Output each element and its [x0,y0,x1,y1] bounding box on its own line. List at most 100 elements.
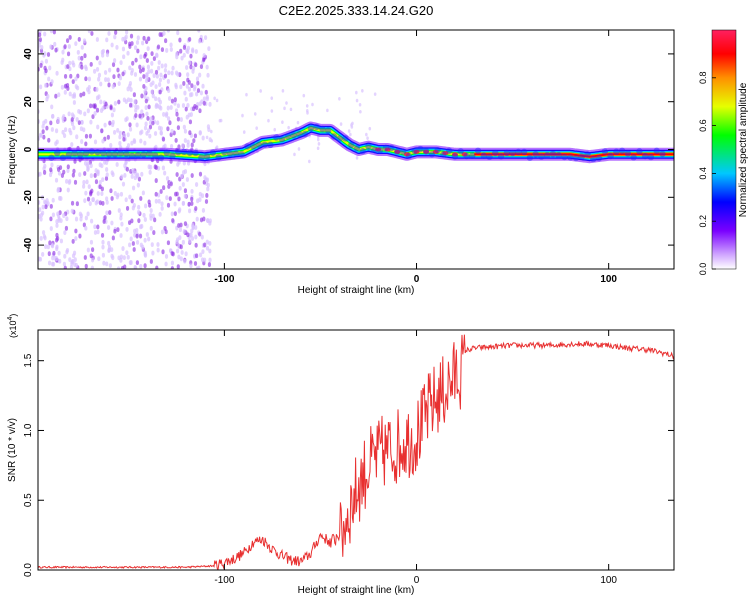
spectrogram-noise-dot [126,50,130,56]
spectrogram-noise-dot [64,225,69,231]
spectrogram-noise-dot [187,80,191,85]
spectrogram-ridge-blob [215,154,222,161]
spectrogram-noise-dot [74,216,79,222]
spectrogram-noise-dot [71,172,75,178]
spectrogram-noise-dot [83,160,88,166]
spectrogram-noise-dot [159,130,163,136]
spectrogram-noise-dot [113,58,117,63]
spectrogram-noise-dot [308,159,311,164]
spectrogram-noise-dot [201,135,205,141]
spectrogram-noise-dot [190,201,194,206]
spectrogram-noise-dot [50,127,54,132]
spectrogram-noise-dot [65,83,70,88]
spectrogram-noise-dot [186,143,190,148]
spectrogram-noise-dot [122,132,126,138]
spectrogram-noise-dot [105,52,110,58]
spectrogram-noise-dot [126,143,131,148]
spectrogram-noise-dot [215,98,219,103]
spectrogram-noise-dot [179,48,183,54]
spectrogram-noise-dot [179,256,183,262]
spectrogram-noise-dot [145,232,149,237]
spectrogram-noise-dot [65,38,70,44]
spectrogram-noise-dot [45,96,49,102]
spectrogram-ridge-blob [538,153,545,160]
spectrogram-noise-dot [110,42,114,48]
spectrogram-noise-dot [189,53,193,59]
spectrogram-noise-dot [47,76,51,82]
spectrogram-noise-dot [95,37,99,42]
spectrogram-noise-dot [39,63,43,68]
spectrogram-noise-dot [205,193,209,198]
spectrogram-noise-dot [168,120,172,126]
spectrogram-noise-dot [207,262,212,267]
spectrogram-ridge-blob [123,150,130,158]
spectrogram-noise-dot [150,61,154,66]
spectrogram-noise-dot [253,112,257,116]
spectrogram-noise-dot [152,56,156,62]
spectrogram-noise-dot [183,138,187,143]
spectrogram-noise-dot [185,177,190,182]
spectrogram-noise-dot [112,129,117,135]
spectrogram-noise-dot [89,253,93,259]
spectrogram-noise-dot [38,200,41,205]
spectrogram-ridge-blob [411,147,418,155]
spectrogram-noise-dot [207,46,211,51]
spectrogram-noise-dot [142,84,146,89]
spectrogram-noise-dot [86,196,91,202]
spectrogram-noise-dot [355,98,359,103]
spectrogram-ridge-blob [105,150,113,158]
spectrogram-noise-dot [134,113,138,118]
spectrogram-noise-dot [194,182,199,187]
snr-multiplier-close: ) [8,314,18,317]
spectrogram-noise-dot [135,122,139,128]
spectrogram-noise-dot [47,251,51,257]
spectrogram-noise-dot [285,101,288,105]
spectrogram-noise-dot [158,89,162,95]
spectrogram-noise-dot [58,258,62,264]
spectrogram-ridge-blob [440,151,447,158]
spectrogram-noise-dot [129,33,134,39]
spectrogram-noise-dot [118,141,122,146]
spectrogram-noise-dot [178,235,182,241]
spectrogram-noise-dot [52,30,56,35]
spectrogram-noise-dot [242,130,246,134]
spectrogram-noise-dot [125,250,129,256]
spectrogram-noise-dot [77,55,81,61]
spectrogram-noise-dot [84,141,88,147]
spectrogram-xtick-label: 0 [414,274,420,285]
spectrogram-noise-dot [46,52,51,57]
spectrogram-noise-dot [99,81,103,87]
spectrogram-noise-dot [93,104,97,110]
spectrogram-noise-dot [79,216,83,222]
spectrogram-noise-dot [156,44,161,50]
spectrogram-noise-dot [94,200,98,206]
spectrogram-noise-dot [49,44,53,50]
spectrogram-noise-dot [201,83,205,89]
spectrogram-noise-dot [77,36,81,42]
spectrogram-noise-dot [365,132,368,137]
colorbar-tick-label: 0.6 [698,119,708,132]
spectrogram-noise-dot [43,163,47,169]
spectrogram-noise-dot [123,264,127,269]
spectrogram-noise-dot [187,86,192,92]
spectrogram-noise-dot [181,170,186,175]
spectrogram-noise-dot [85,179,89,185]
spectrogram-noise-dot [86,167,90,172]
spectrogram-plot-area [38,30,674,269]
spectrogram-noise-dot [90,188,94,194]
spectrogram-noise-dot [98,162,102,168]
spectrogram-noise-dot [317,142,321,146]
spectrogram-noise-dot [84,225,88,231]
spectrogram-noise-dot [93,111,97,116]
spectrogram-noise-dot [38,32,42,38]
spectrogram-noise-dot [167,96,172,101]
spectrogram-noise-dot [182,124,186,130]
colorbar [711,29,737,270]
spectrogram-noise-dot [347,129,351,133]
spectrogram-noise-dot [51,255,55,261]
spectrogram-noise-dot [138,130,143,136]
spectrogram-noise-dot [61,129,65,135]
spectrogram-noise-dot [361,88,364,93]
spectrogram-noise-dot [109,188,113,194]
spectrogram-ridge-blob [273,134,280,141]
